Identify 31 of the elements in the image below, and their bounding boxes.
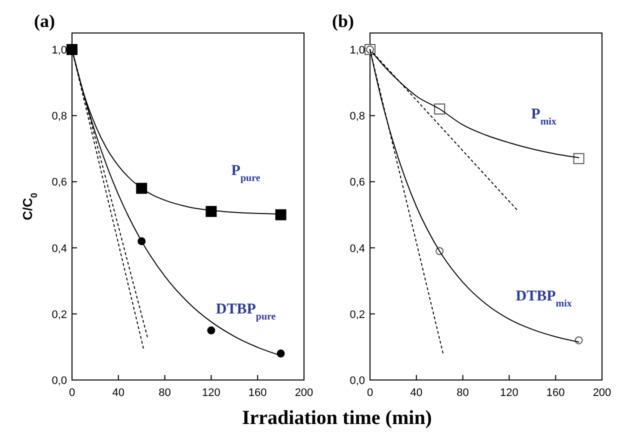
y-tick-label: 0,6 bbox=[350, 176, 365, 189]
x-tick-label: 40 bbox=[112, 387, 125, 399]
series-label: P$_{pure}$ bbox=[231, 162, 261, 184]
x-tick-label: 120 bbox=[202, 387, 220, 399]
x-tick-label: 160 bbox=[546, 387, 565, 399]
x-tick-label: 0 bbox=[68, 387, 76, 399]
y-tick-label: 0,8 bbox=[350, 110, 365, 123]
x-tick-label: 160 bbox=[248, 387, 267, 399]
y-tick-label: 0,0 bbox=[52, 375, 67, 387]
chart-title: (a) bbox=[34, 11, 55, 31]
y-tick-label: 0,4 bbox=[52, 242, 67, 255]
x-tick-label: 200 bbox=[592, 387, 612, 399]
y-tick-label: 1,0 bbox=[350, 44, 365, 57]
x-tick-label: 80 bbox=[158, 387, 171, 399]
y-tick-label: 1,0 bbox=[52, 44, 67, 57]
x-tick-label: 0 bbox=[366, 387, 374, 399]
x-tick-label: 40 bbox=[410, 387, 423, 399]
series-label: DTBP$_{mix}$ bbox=[516, 288, 572, 309]
x-tick-label: 200 bbox=[294, 387, 314, 399]
x-tick-label: 120 bbox=[500, 387, 518, 399]
x-axis-title: Irradiation time (min) bbox=[242, 407, 432, 429]
y-tick-label: 0,2 bbox=[350, 308, 365, 321]
text: P$_{mix}$ bbox=[531, 106, 556, 128]
y-tick-label: 0,2 bbox=[52, 308, 67, 321]
y-tick-label: 0,6 bbox=[52, 176, 67, 189]
y-tick-label: 0,4 bbox=[350, 242, 365, 255]
y-tick-label: 0,8 bbox=[52, 110, 67, 123]
chart-title: (b) bbox=[332, 11, 354, 31]
series-label: DTBP$_{pure}$ bbox=[216, 302, 276, 322]
y-tick-label: 0,0 bbox=[350, 375, 365, 387]
x-tick-label: 80 bbox=[456, 387, 469, 399]
